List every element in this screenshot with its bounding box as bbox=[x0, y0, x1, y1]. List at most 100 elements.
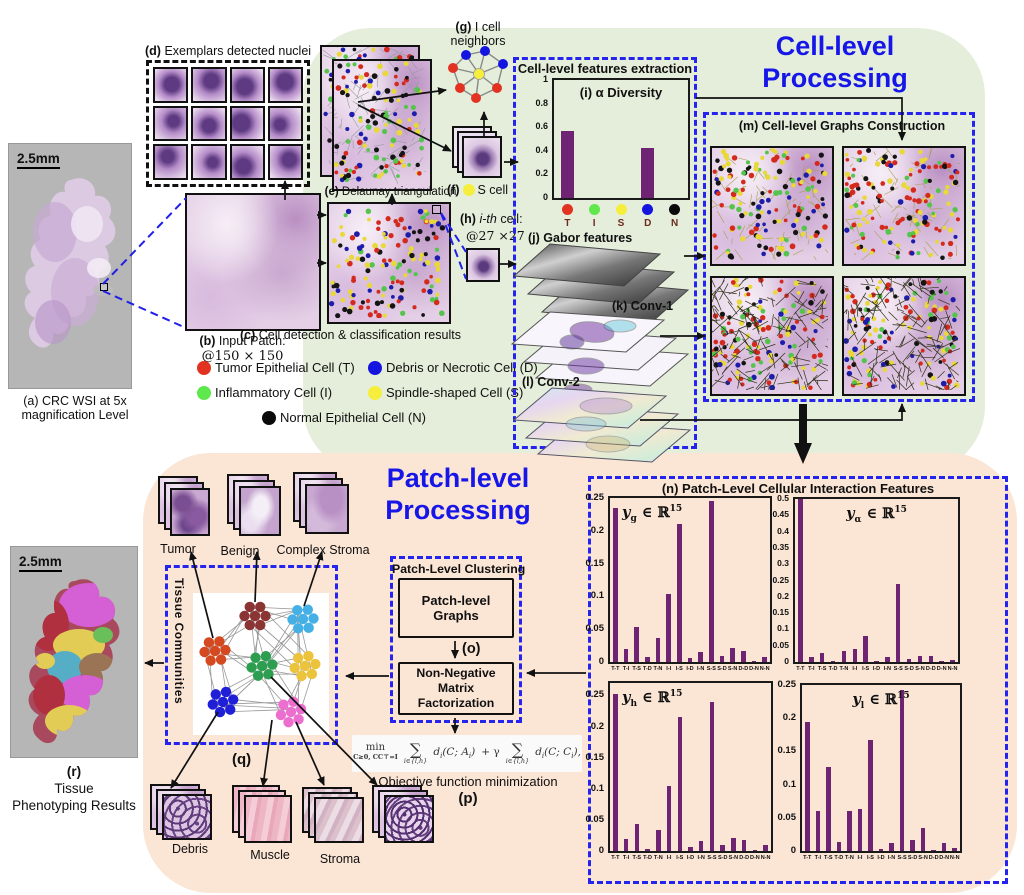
legend-item-spindle: Spindle-shaped Cell (S) bbox=[368, 385, 523, 400]
cell-features-title: Cell-level features extraction bbox=[517, 61, 693, 76]
legend-item-inflammatory: Inflammatory Cell (I) bbox=[197, 385, 332, 400]
nucleus-exemplar bbox=[191, 67, 227, 103]
complex-stroma-patch-stack bbox=[293, 472, 357, 538]
panel-b-input-patch bbox=[185, 193, 321, 331]
panel-g-caption: (g) I cell neighbors bbox=[450, 20, 506, 49]
nucleus-exemplar bbox=[229, 105, 265, 142]
panel-p-label: (p) bbox=[458, 790, 478, 807]
panel-f-caption: (f) S cell bbox=[447, 183, 509, 197]
conv2-feature-sheets bbox=[512, 387, 692, 463]
panel-d-exemplars bbox=[146, 60, 310, 187]
wsi-thumbnail bbox=[24, 178, 116, 348]
roi-marker-a bbox=[100, 283, 108, 291]
chart-alpha-diversity: 0 0.2 0.4 0.6 0.8 1 (i) α Diversity T I S D N bbox=[524, 74, 690, 230]
chart-yl: 0 0.05 0.1 0.15 0.2 0.25 yl ∈ ℝ15 T-T T-I T-S T-D T… bbox=[773, 679, 962, 865]
panel-j-label: (j) Gabor features bbox=[528, 231, 633, 245]
panel-b-caption: (b) Input Patch: bbox=[199, 334, 286, 348]
cell-graph-image-4 bbox=[842, 276, 966, 396]
neighbor-graph-icon bbox=[448, 46, 508, 103]
panel-r-label: (r) bbox=[66, 764, 82, 779]
cell-level-title-line2: Processing bbox=[762, 63, 908, 93]
panel-c-detection-image bbox=[327, 202, 451, 324]
nucleus-exemplar bbox=[267, 144, 303, 180]
gabor-feature-sheets bbox=[512, 243, 690, 323]
clustering-box bbox=[390, 556, 522, 723]
nucleus-exemplar bbox=[191, 105, 227, 142]
spindle-cell-dot-icon bbox=[368, 385, 382, 400]
panel-h-size: @27 ×27 bbox=[466, 228, 525, 243]
objective-formula-box: min C≥0, CC⊤=I ∑ i∈{l,h} di(C; Ai) + γ ∑ i∈{l,h… bbox=[352, 735, 582, 772]
panel-n-title: (n) Patch-Level Cellular Interaction Fea… bbox=[661, 481, 935, 496]
panel-q-label: (q) bbox=[232, 751, 252, 768]
cell-level-title-line1: Cell-level bbox=[775, 31, 895, 61]
s-cell-dot-icon bbox=[462, 184, 475, 197]
patch-level-title-line1: Patch-level bbox=[386, 463, 530, 493]
legend-item-normal: Normal Epithelial Cell (N) bbox=[262, 410, 426, 425]
debris-patch-stack bbox=[150, 784, 216, 846]
panel-h-cell-image bbox=[466, 248, 500, 282]
panel-e-delaunay-image bbox=[332, 59, 432, 191]
panel-m-label: (m) Cell-level Graphs Construction bbox=[738, 119, 946, 133]
panel-r-result: 2.5mm bbox=[10, 546, 138, 758]
cell-graph-image-2 bbox=[842, 146, 966, 266]
panel-k-label: (k) Conv-1 bbox=[612, 299, 674, 313]
tumor-cell-dot-icon bbox=[197, 360, 211, 375]
nucleus-exemplar bbox=[153, 105, 189, 142]
nucleus-exemplar bbox=[229, 144, 265, 180]
muscle-patch-stack bbox=[232, 785, 296, 849]
community-graph bbox=[199, 601, 321, 728]
nucleus-exemplar bbox=[191, 144, 227, 180]
chart-yalpha: 0 0.05 0.1 0.15 0.2 0.25 0.3 0.35 0.4 0.45 0.5 yα ∈… bbox=[766, 493, 960, 676]
benign-stack-label: Benign bbox=[220, 544, 260, 558]
objective-formula: min C≥0, CC⊤=I ∑ i∈{l,h} di(C; Ai) + γ ∑ i∈{l,h… bbox=[353, 740, 581, 766]
normal-cell-dot-icon bbox=[262, 410, 276, 425]
nucleus-exemplar bbox=[229, 67, 265, 103]
tumor-patch-stack bbox=[158, 476, 220, 540]
o-label: (o) bbox=[462, 641, 481, 657]
nucleus-exemplar bbox=[153, 144, 189, 180]
panel-q-box bbox=[165, 565, 338, 745]
nucleus-exemplar bbox=[153, 67, 189, 103]
patch-level-title-line2: Processing bbox=[385, 495, 531, 525]
panel-a-caption: (a) CRC WSI at 5x magnification Level bbox=[21, 394, 129, 423]
panel-n-box bbox=[588, 476, 1008, 884]
panel-l-label: (l) Conv-2 bbox=[522, 375, 580, 389]
muscle-stack-label: Muscle bbox=[250, 848, 290, 862]
panel-r-caption-line2: Phenotyping Results bbox=[12, 798, 136, 813]
chart-yh: 0 0.05 0.1 0.15 0.2 0.25 yh ∈ ℝ15 T-T T-I T-S T-D T… bbox=[581, 681, 773, 865]
legend-label: Debris or Necrotic Cell (D) bbox=[386, 360, 538, 375]
benign-patch-stack bbox=[227, 474, 289, 540]
panel-c-caption: (c) Cell detection & classification resu… bbox=[240, 328, 461, 342]
panel-p-caption: Objective function minimization bbox=[378, 774, 558, 789]
scale-bar-label-a: 2.5mm bbox=[17, 151, 60, 169]
tissue-communities-label: Tissue Communities bbox=[172, 578, 186, 705]
legend-label: Tumor Epithelial Cell (T) bbox=[215, 360, 355, 375]
legend-item-debris: Debris or Necrotic Cell (D) bbox=[368, 360, 538, 375]
complex-stroma-stack-label: Complex Stroma bbox=[276, 543, 370, 557]
phenotype-map bbox=[28, 579, 120, 744]
inflammatory-cell-dot-icon bbox=[197, 385, 211, 400]
nucleus-exemplar bbox=[267, 105, 303, 142]
cell-graph-image-1 bbox=[710, 146, 834, 266]
stroma-patch-stack bbox=[302, 787, 368, 849]
debris-cell-dot-icon bbox=[368, 360, 382, 375]
roi-marker-c bbox=[432, 205, 441, 214]
tumor-stack-label: Tumor bbox=[160, 542, 196, 556]
unlabeled-patch-stack bbox=[372, 785, 438, 847]
legend-item-tumor: Tumor Epithelial Cell (T) bbox=[197, 360, 355, 375]
panel-f-cell-stack bbox=[452, 126, 504, 180]
debris-stack-label: Debris bbox=[171, 842, 209, 856]
legend-label: Normal Epithelial Cell (N) bbox=[280, 410, 426, 425]
panel-d-label: (d) Exemplars detected nuclei bbox=[145, 44, 312, 58]
clustering-title: Patch-Level Clustering bbox=[392, 562, 526, 576]
scale-bar-label-r: 2.5mm bbox=[19, 554, 62, 572]
panel-e-caption: (e) Delaunay triangulation bbox=[324, 186, 457, 198]
panel-b-size: @150 × 150 bbox=[201, 349, 284, 364]
legend-label: Inflammatory Cell (I) bbox=[215, 385, 333, 400]
nmf-box: Non-Negative Matrix Factorization bbox=[398, 662, 514, 715]
panel-a-wsi: 2.5mm bbox=[8, 143, 132, 389]
stroma-stack-label: Stroma bbox=[319, 852, 361, 866]
cell-graph-image-3 bbox=[710, 276, 834, 396]
panel-r-caption-line1: Tissue bbox=[54, 781, 94, 796]
